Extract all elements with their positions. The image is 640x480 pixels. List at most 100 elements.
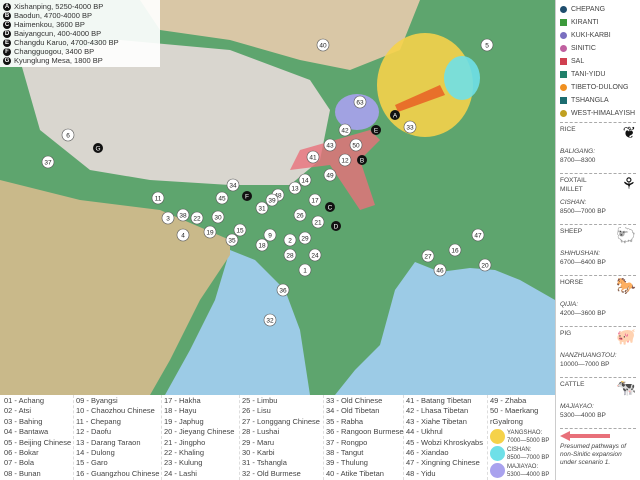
site-marker[interactable]: G (93, 143, 103, 153)
language-marker[interactable]: 40 (316, 38, 330, 52)
group-legend-item: SINITIC (560, 42, 636, 55)
language-entry: 19 - Japhug (164, 416, 204, 426)
site-marker[interactable]: A (390, 110, 400, 120)
period-date: 5300—4000 BP (507, 471, 550, 478)
group-swatch-icon (560, 84, 567, 91)
language-marker[interactable]: 32 (263, 313, 277, 327)
language-marker[interactable]: 18 (255, 238, 269, 252)
language-entry: 31 - Tshangla (242, 458, 287, 468)
language-entry: 23 - Kulung (164, 458, 203, 468)
language-marker[interactable]: 49 (323, 168, 337, 182)
marker-label: 49 (326, 172, 334, 179)
language-marker[interactable]: 22 (190, 211, 204, 225)
language-marker[interactable]: 21 (311, 215, 325, 229)
language-entry: 11 - Chepang (76, 416, 121, 426)
marker-label: 17 (311, 197, 319, 204)
language-marker[interactable]: 24 (308, 248, 322, 262)
marker-label: 22 (193, 215, 201, 222)
language-marker[interactable]: 14 (298, 173, 312, 187)
language-marker[interactable]: 4 (176, 228, 190, 242)
language-marker[interactable]: 3 (161, 211, 175, 225)
language-column: 33 - Old Chinese 34 - Old Tibetan 35 - Rab… (324, 395, 404, 480)
site-marker[interactable]: F (242, 191, 252, 201)
marker-circle (226, 178, 240, 192)
site-marker-label: A (393, 112, 398, 119)
marker-label: 12 (341, 157, 349, 164)
domestication-date: 10000—7000 BP (560, 361, 610, 368)
site-marker-circle (371, 125, 381, 135)
marker-label: 16 (451, 247, 459, 254)
marker-circle (263, 228, 277, 242)
language-marker[interactable]: 12 (338, 153, 352, 167)
language-marker[interactable]: 9 (263, 228, 277, 242)
language-marker[interactable]: 1 (298, 263, 312, 277)
language-marker[interactable]: 38 (176, 208, 190, 222)
site-letter-badge: C (3, 20, 11, 29)
language-marker[interactable]: 5 (480, 38, 494, 52)
cishan-area (444, 56, 480, 100)
cattle-icon: 🐄 (616, 380, 636, 397)
marker-label: 33 (406, 124, 414, 131)
language-marker[interactable]: 63 (353, 95, 367, 109)
language-marker[interactable]: 34 (226, 178, 240, 192)
site-marker[interactable]: C (325, 202, 335, 212)
domestication-item: SHEEP 🐑 SHIHUSHAN: 6700—6400 BP (560, 227, 636, 273)
marker-label: 20 (481, 262, 489, 269)
language-marker[interactable]: 11 (151, 191, 165, 205)
language-marker[interactable]: 41 (306, 150, 320, 164)
site-letter-badge: G (3, 56, 11, 65)
language-marker[interactable]: 20 (478, 258, 492, 272)
language-marker[interactable]: 30 (211, 210, 225, 224)
marker-label: 63 (356, 99, 364, 106)
language-marker[interactable]: 36 (276, 283, 290, 297)
language-marker[interactable]: 29 (298, 231, 312, 245)
marker-circle (293, 208, 307, 222)
language-marker[interactable]: 6 (61, 128, 75, 142)
language-marker[interactable]: 46 (433, 263, 447, 277)
site-marker[interactable]: E (371, 125, 381, 135)
language-marker[interactable]: 33 (403, 120, 417, 134)
period-swatch-icon (490, 446, 505, 461)
language-marker[interactable]: 13 (288, 181, 302, 195)
language-marker[interactable]: 42 (338, 123, 352, 137)
group-label: WEST-HIMALAYISH (571, 110, 636, 117)
site-marker[interactable]: B (357, 155, 367, 165)
marker-label: 38 (179, 212, 187, 219)
marker-circle (215, 191, 229, 205)
group-label: SINITIC (571, 45, 596, 52)
language-entry: 34 - Old Tibetan (326, 406, 380, 416)
group-legend-item: TIBETO-DULONG (560, 81, 636, 94)
marker-circle (151, 191, 165, 205)
language-entry: 17 - Hakha (164, 396, 201, 405)
site-entry: G Kyunglung Mesa, 1800 BP (3, 56, 157, 65)
language-marker[interactable]: 35 (225, 233, 239, 247)
language-marker[interactable]: 37 (41, 155, 55, 169)
language-marker[interactable]: 50 (349, 138, 363, 152)
domestication-site: BALIGANG: (560, 148, 596, 155)
language-marker[interactable]: 2 (283, 233, 297, 247)
site-marker-circle (331, 221, 341, 231)
site-entry: E Changdu Karuo, 4700-4300 BP (3, 38, 157, 47)
language-marker[interactable]: 31 (255, 201, 269, 215)
language-marker[interactable]: 26 (293, 208, 307, 222)
group-legend-item: WEST-HIMALAYISH (560, 107, 636, 120)
language-entry: 29 - Maru (242, 437, 275, 447)
site-text: Changdu Karuo, 4700-4300 BP (14, 38, 119, 47)
language-marker[interactable]: 16 (448, 243, 462, 257)
language-marker[interactable]: 19 (203, 225, 217, 239)
language-marker[interactable]: 15 (233, 223, 247, 237)
language-marker[interactable]: 45 (215, 191, 229, 205)
group-label: SAL (571, 58, 585, 65)
language-marker[interactable]: 27 (421, 249, 435, 263)
marker-circle (338, 123, 352, 137)
marker-circle (433, 263, 447, 277)
language-marker[interactable]: 28 (283, 248, 297, 262)
language-entry: 43 - Xiahe Tibetan (406, 416, 467, 426)
domestication-date: 4200—3600 BP (560, 310, 606, 317)
language-marker[interactable]: 43 (323, 138, 337, 152)
language-marker[interactable]: 17 (308, 193, 322, 207)
site-marker[interactable]: D (331, 221, 341, 231)
marker-circle (276, 283, 290, 297)
language-marker[interactable]: 39 (265, 193, 279, 207)
language-marker[interactable]: 47 (471, 228, 485, 242)
